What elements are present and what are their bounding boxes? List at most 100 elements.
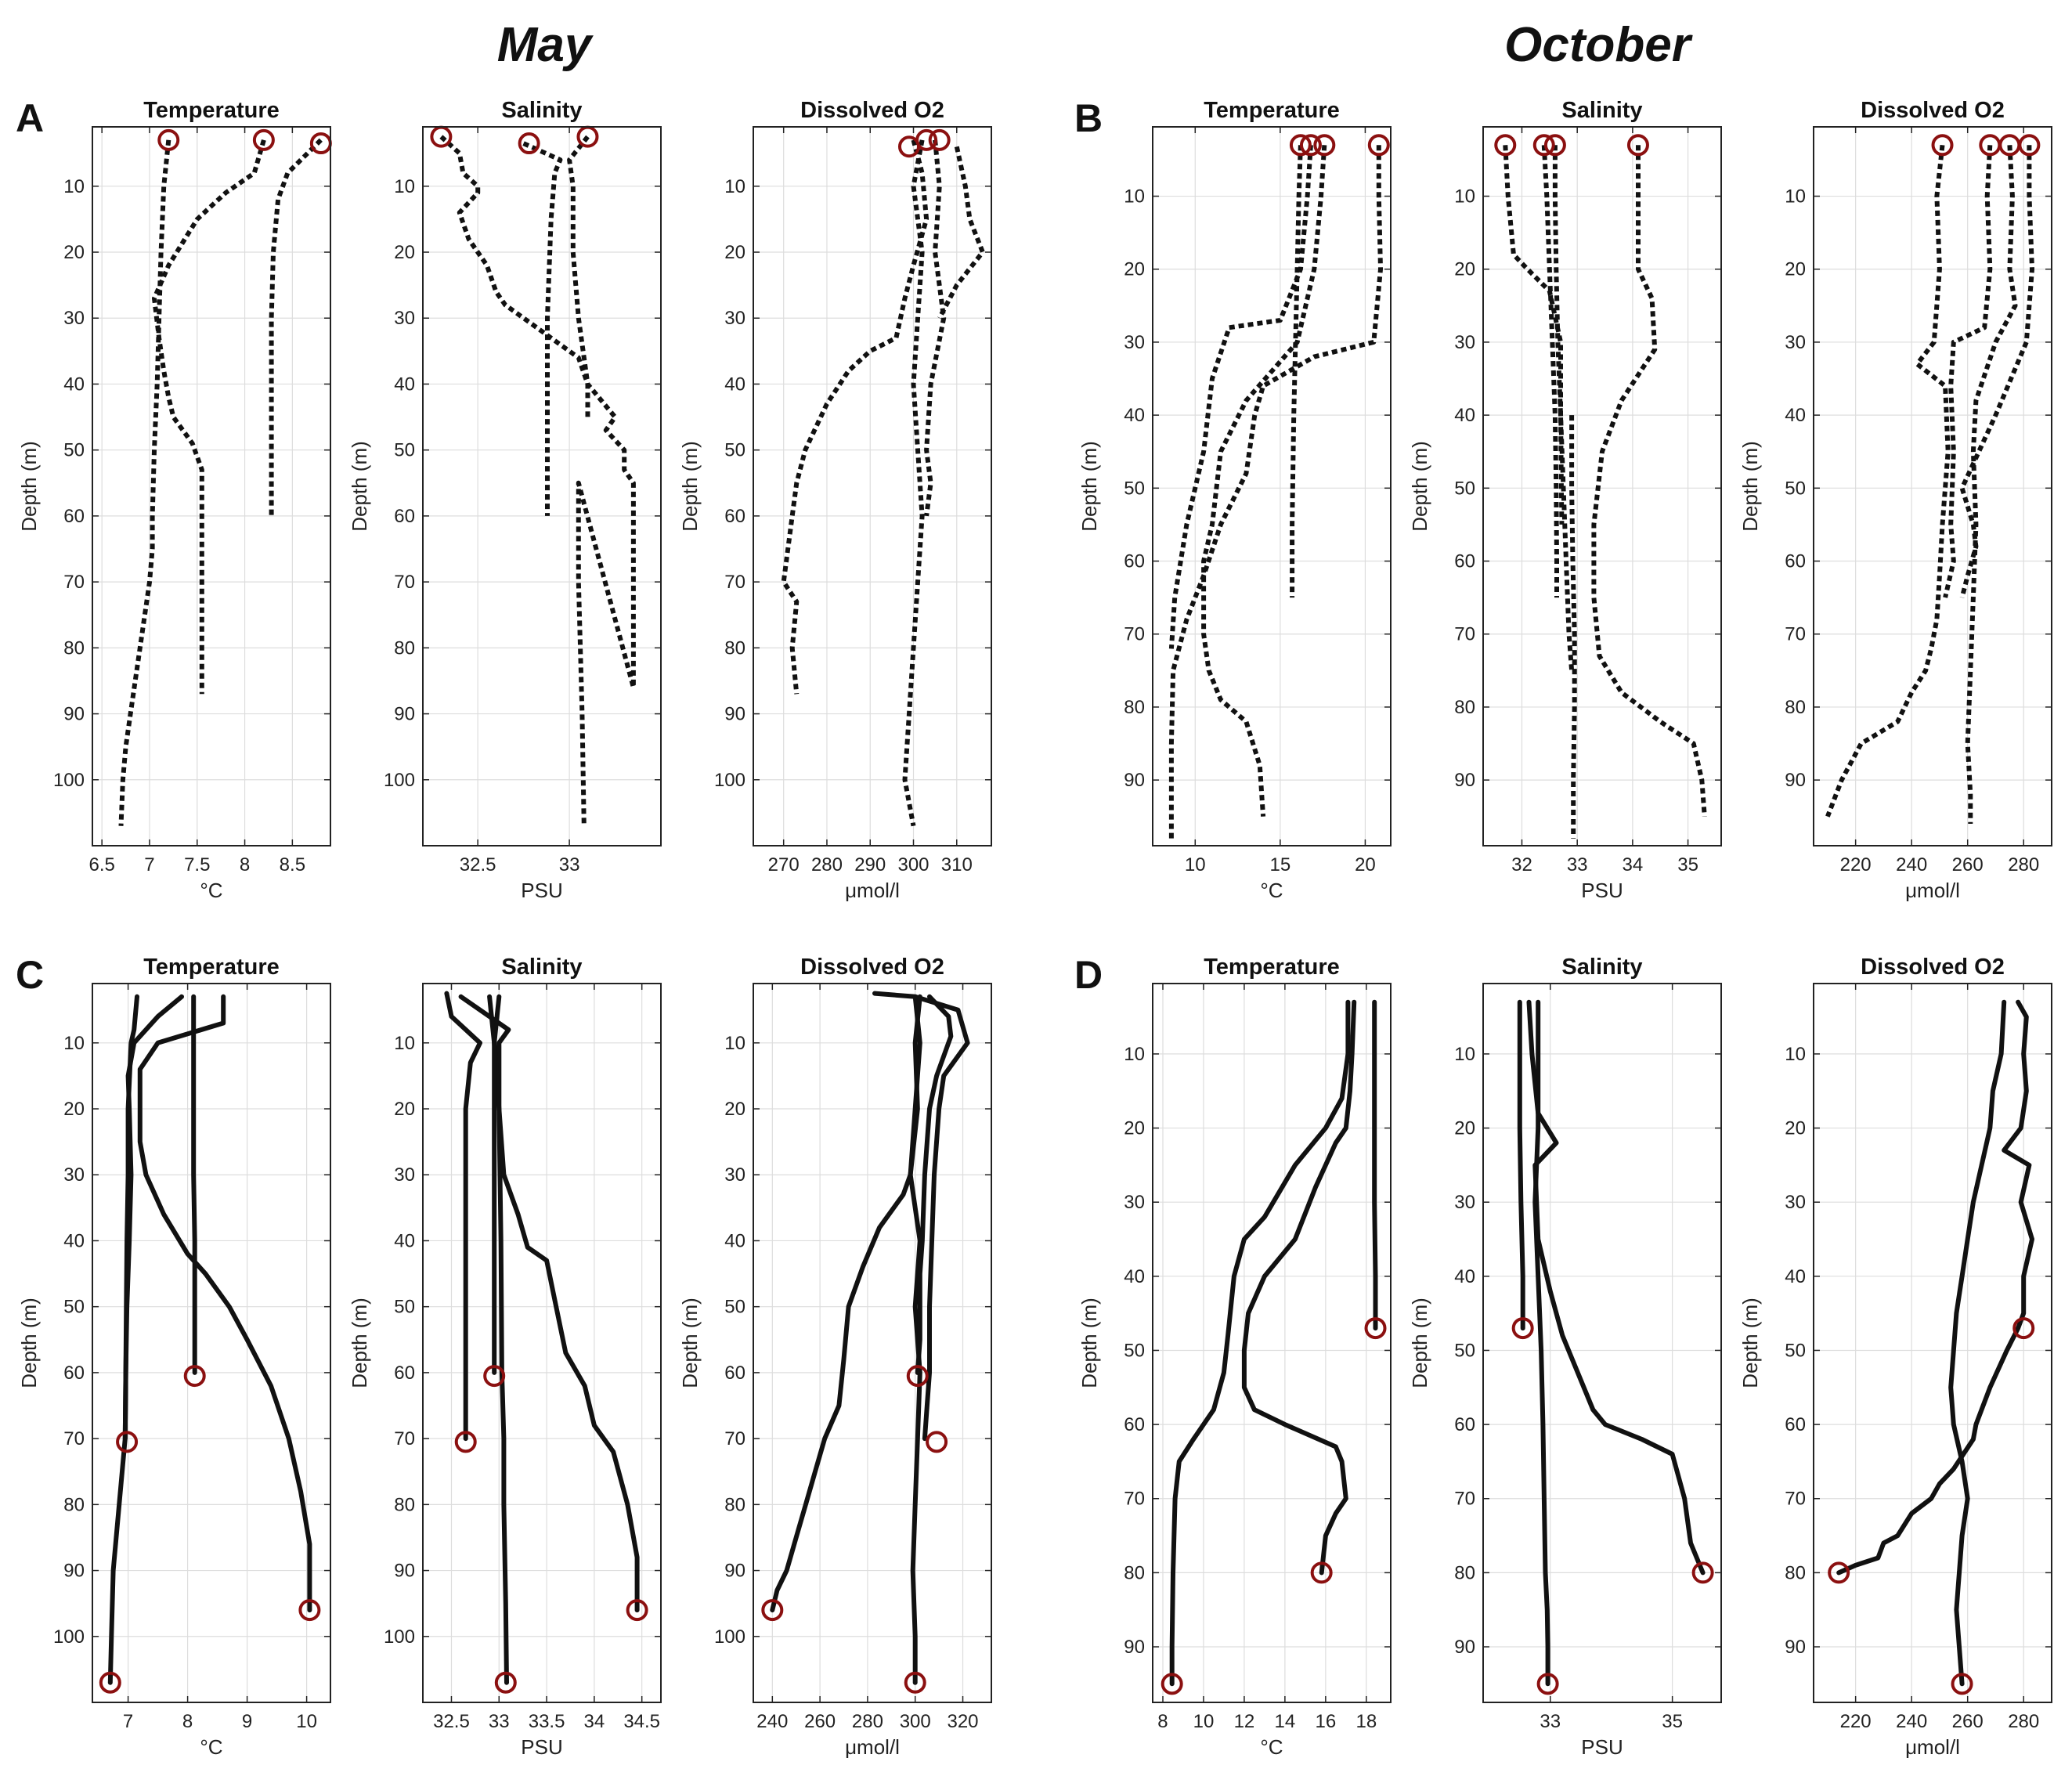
- y-tick-label: 50: [394, 440, 415, 461]
- marker-circle-3: [1951, 1673, 1973, 1695]
- y-tick-label: 50: [1785, 1340, 1806, 1361]
- series-line-3: [567, 135, 636, 826]
- y-tick-label: 20: [394, 242, 415, 263]
- y-tick-label: 50: [1124, 478, 1145, 499]
- y-tick-label: 90: [394, 704, 415, 725]
- plot-d-dissolved-o2: 220 240 260 280 10 20 30 40 50 60 70 80 90 Dissolved …: [1738, 955, 2052, 1759]
- y-tick-label: 40: [1785, 1266, 1806, 1287]
- x-axis-label: °C: [1260, 1735, 1283, 1759]
- x-axis-label: μmol/l: [845, 879, 900, 902]
- series-line-2: [1943, 145, 1993, 598]
- y-tick-label: 100: [714, 1626, 745, 1648]
- plot-b-salinity: 32 33 34 35 10 20 30 40 50 60 70 80 90 Salinity PSU Dep…: [1408, 98, 1722, 902]
- series-line-1: [1948, 999, 2007, 1687]
- plot-frame: [753, 983, 992, 1703]
- y-tick-label: 20: [63, 242, 85, 263]
- y-axis-label: Depth (m): [1408, 441, 1431, 532]
- x-tick-label: 280: [2008, 1711, 2039, 1732]
- marker-circle-4: [1626, 134, 1649, 157]
- x-tick-label: 7: [123, 1711, 133, 1732]
- marker-circle-2: [483, 1365, 506, 1388]
- y-tick-label: 20: [394, 1099, 415, 1120]
- series-line-1: [770, 991, 922, 1613]
- x-axis-label: μmol/l: [1905, 1735, 1960, 1759]
- y-tick-label: 100: [714, 770, 745, 791]
- y-tick-label: 50: [63, 1297, 85, 1318]
- y-tick-label: 10: [1454, 186, 1475, 208]
- plot-a-temperature: 6.5 7 7.5 8 8.5 10 20 30 40 50 60 70 80 90 100 Temperat…: [17, 98, 332, 902]
- marker-circle-2: [915, 128, 938, 151]
- marker-circle-3: [1364, 1317, 1387, 1340]
- plot-d-temperature: 8 10 12 14 16 18 10 20 30 40 50 60 70 80 90 Temperature…: [1078, 955, 1392, 1759]
- x-tick-label: 260: [1952, 1711, 1984, 1732]
- y-axis-label: Depth (m): [1738, 1298, 1762, 1388]
- x-tick-label: 10: [296, 1711, 317, 1732]
- y-tick-label: 10: [1454, 1044, 1475, 1065]
- marker-circle-3: [1543, 134, 1566, 157]
- y-tick-label: 70: [1454, 1489, 1475, 1510]
- marker-circle-4: [183, 1365, 206, 1388]
- y-tick-label: 80: [1124, 697, 1145, 718]
- x-tick-label: 300: [900, 1711, 931, 1732]
- plot-frame: [422, 126, 662, 846]
- y-tick-label: 90: [724, 1561, 745, 1582]
- series-line-1: [1169, 999, 1351, 1687]
- marker-circle-1: [1161, 1673, 1183, 1695]
- marker-circle-2: [1299, 134, 1322, 157]
- x-tick-label: 300: [897, 854, 929, 875]
- x-tick-label: 16: [1316, 1711, 1337, 1732]
- y-tick-label: 20: [1785, 259, 1806, 280]
- marker-circle-3: [494, 1671, 517, 1694]
- marker-circle-1: [157, 128, 180, 151]
- x-tick-label: 6.5: [88, 854, 114, 875]
- plot-title: Dissolved O2: [800, 955, 944, 980]
- month-title-october: October: [1504, 18, 1693, 72]
- y-axis-label: Depth (m): [678, 441, 702, 532]
- x-tick-label: 8: [182, 1711, 193, 1732]
- series-line-4: [915, 994, 954, 1375]
- series-line-3: [1372, 999, 1378, 1331]
- y-tick-label: 50: [63, 440, 85, 461]
- y-tick-label: 40: [724, 374, 745, 395]
- marker-circle-4: [626, 1599, 648, 1622]
- y-tick-label: 40: [1124, 1266, 1145, 1287]
- plot-frame: [1152, 126, 1392, 846]
- plot-frame: [422, 983, 662, 1703]
- y-tick-label: 40: [1785, 405, 1806, 426]
- y-tick-label: 10: [63, 176, 85, 197]
- x-axis-label: °C: [200, 879, 222, 902]
- series-line-2: [908, 994, 922, 1685]
- y-tick-label: 90: [63, 1561, 85, 1582]
- plot-title: Dissolved O2: [800, 98, 944, 123]
- y-tick-label: 80: [63, 637, 85, 659]
- y-tick-label: 30: [1454, 1192, 1475, 1213]
- series-line-3: [1552, 145, 1565, 525]
- y-axis-label: Depth (m): [17, 1298, 41, 1388]
- plot-a-salinity: 32.5 33 10 20 30 40 50 60 70 80 90 100 Salinity PSU De…: [348, 98, 662, 902]
- series-line-2: [152, 139, 266, 695]
- series-line-3: [924, 139, 947, 517]
- plot-title: Temperature: [143, 955, 280, 980]
- series-line-2: [522, 141, 563, 516]
- y-tick-label: 20: [1124, 1118, 1145, 1139]
- y-tick-label: 60: [1124, 551, 1145, 572]
- marker-circle-1: [1511, 1317, 1534, 1340]
- series-line-4: [1591, 145, 1707, 817]
- series-line-2: [1241, 999, 1357, 1576]
- series-line-3: [1168, 145, 1313, 649]
- plot-title: Dissolved O2: [1861, 98, 2005, 123]
- x-tick-label: 33: [1567, 854, 1588, 875]
- x-tick-label: 18: [1355, 1711, 1377, 1732]
- y-tick-label: 70: [394, 1428, 415, 1449]
- panel-letter-d: D: [1074, 953, 1103, 997]
- series-line-2: [1836, 999, 2034, 1576]
- plot-title: Temperature: [1204, 98, 1340, 123]
- plot-frame: [753, 126, 992, 846]
- y-tick-label: 90: [1454, 1637, 1475, 1658]
- series-line-1: [444, 991, 482, 1442]
- y-axis-label: Depth (m): [678, 1298, 702, 1388]
- y-tick-label: 10: [1785, 186, 1806, 208]
- x-tick-label: 240: [1896, 1711, 1927, 1732]
- series-line-3: [269, 138, 323, 516]
